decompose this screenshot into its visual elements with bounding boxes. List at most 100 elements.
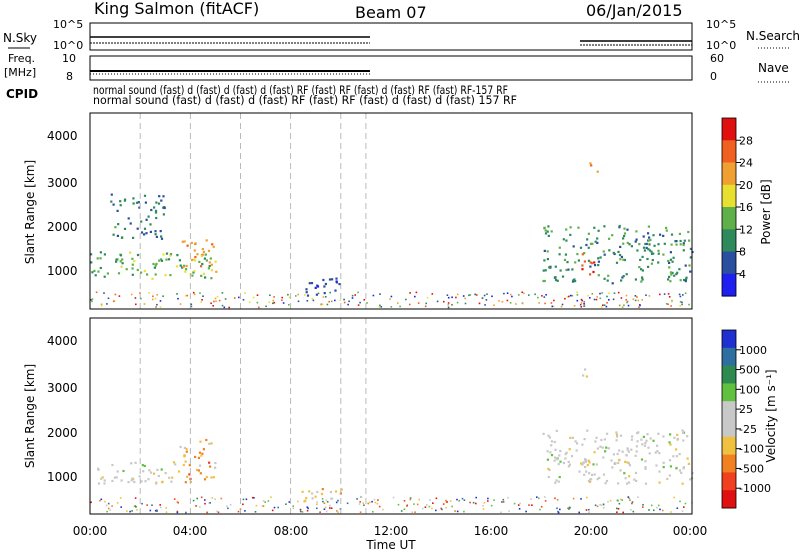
velocity-ytick-1000: 1000 [47,470,78,484]
noise-cell [254,511,257,513]
echo-cell [680,471,683,474]
noise-cell [544,302,546,305]
echo-cell [147,478,150,481]
echo-cell [160,235,163,238]
echo-cell [586,238,589,241]
noise-cell [156,303,158,306]
noise-cell [550,302,553,304]
noise-cell [106,303,108,305]
echo-cell [90,261,93,264]
echo-cell [603,225,606,228]
echo-cell [557,480,560,483]
noise-cell [595,298,598,301]
noise-cell [379,293,381,295]
noise-cell [518,508,521,510]
noise-cell [632,298,635,300]
echo-cell [155,262,158,265]
noise-cell [329,504,331,507]
echo-cell [592,463,595,466]
echo-cell [586,429,589,432]
echo-cell [546,230,549,233]
noise-cell [359,511,362,513]
noise-cell [366,302,368,304]
noise-cell [576,291,578,293]
echo-cell [331,278,334,281]
echo-cell [606,432,609,435]
echo-cell [607,274,610,277]
noise-cell [362,502,365,504]
noise-cell [329,507,331,509]
noise-cell [484,304,486,306]
echo-cell [321,488,324,491]
echo-cell [657,261,660,264]
noise-cell [659,293,661,296]
echo-cell [201,262,204,266]
noise-cell [223,306,226,309]
nsearch-tick-top: 10^5 [706,18,736,31]
echo-cell [623,227,626,230]
echo-cell [132,236,135,239]
echo-cell [672,256,675,259]
noise-cell [568,295,570,298]
echo-cell [315,293,318,296]
noise-cell [455,296,457,299]
noise-cell [518,294,520,296]
echo-cell [119,254,123,257]
echo-cell [543,226,546,229]
echo-cell [686,435,689,438]
echo-cell [678,453,681,456]
noise-cell [506,292,509,294]
echo-cell [310,282,314,285]
echo-cell [640,268,643,271]
echo-cell [590,478,593,481]
noise-cell [454,510,456,512]
echo-cell [117,223,120,226]
echo-cell [556,458,559,461]
echo-cell [131,477,134,480]
echo-cell [198,464,202,467]
velocity-ylabel: Slant Range [km] [23,364,37,468]
noise-cell [151,504,153,506]
echo-cell [209,465,212,468]
echo-cell [157,202,161,205]
echo-cell [626,448,629,451]
echo-cell [607,447,610,450]
echo-cell [183,240,186,243]
echo-cell [588,461,591,464]
noise-cell [390,306,393,308]
echo-cell [668,266,671,269]
echo-cell [183,264,186,267]
noise-cell [190,303,193,306]
echo-cell [143,227,147,230]
echo-cell [652,252,655,255]
noise-cell [474,293,476,296]
noise-cell [95,291,98,294]
echo-cell [204,253,207,256]
echo-cell [668,459,672,462]
echo-cell [574,440,577,443]
echo-cell [583,260,586,263]
noise-cell [503,292,505,295]
noise-cell [616,511,618,513]
power-ytick-2000: 2000 [47,220,78,234]
noise-cell [622,511,624,514]
noise-cell [681,303,683,306]
echo-cell [641,255,644,258]
echo-cell [635,450,638,453]
echo-cell [116,470,119,473]
echo-cell [558,246,561,249]
echo-cell [155,201,158,204]
echo-cell [164,274,167,277]
echo-cell [149,471,153,474]
noise-cell [154,297,157,300]
echo-cell [305,497,308,500]
noise-cell [556,499,559,501]
echo-cell [151,277,154,280]
noise-cell [382,508,384,511]
echo-cell [620,279,623,282]
echo-cell [581,268,584,271]
echo-cell [549,451,552,454]
noise-cell [632,510,635,513]
noise-cell [482,508,485,510]
echo-cell [611,466,614,469]
